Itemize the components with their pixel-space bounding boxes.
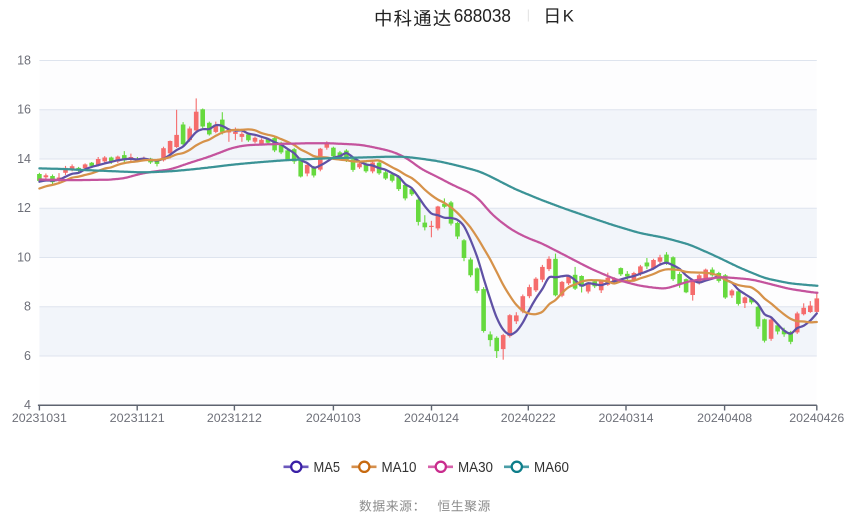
svg-text:10: 10 xyxy=(17,250,31,264)
svg-text:4: 4 xyxy=(24,398,31,412)
svg-text:MA30: MA30 xyxy=(458,460,493,476)
svg-text:MA60: MA60 xyxy=(534,460,569,476)
svg-text:18: 18 xyxy=(17,53,31,67)
svg-text:14: 14 xyxy=(17,152,31,166)
svg-text:K: K xyxy=(563,6,574,25)
svg-text:688038: 688038 xyxy=(454,5,511,26)
svg-text:16: 16 xyxy=(17,103,31,117)
svg-text:20240314: 20240314 xyxy=(599,411,654,425)
svg-text:20240408: 20240408 xyxy=(697,411,752,425)
svg-text:20231212: 20231212 xyxy=(207,411,262,425)
svg-text:20231031: 20231031 xyxy=(12,411,67,425)
svg-text:8: 8 xyxy=(24,300,31,314)
svg-text:20240222: 20240222 xyxy=(501,411,556,425)
svg-text:20240124: 20240124 xyxy=(404,411,459,425)
svg-text:6: 6 xyxy=(24,349,31,363)
svg-text:MA5: MA5 xyxy=(314,460,341,476)
svg-text:20240426: 20240426 xyxy=(789,411,844,425)
svg-text:12: 12 xyxy=(17,201,31,215)
svg-text:20231121: 20231121 xyxy=(110,411,165,425)
svg-text:MA10: MA10 xyxy=(382,460,417,476)
svg-text:20240103: 20240103 xyxy=(306,411,361,425)
